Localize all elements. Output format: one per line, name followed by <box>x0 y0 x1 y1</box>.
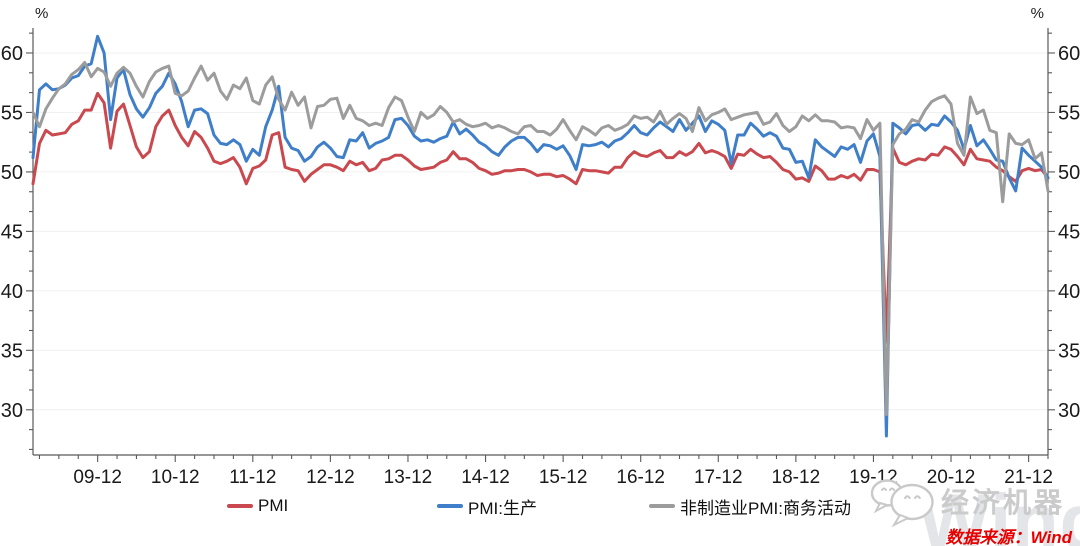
y-tick-label: 60 <box>1 43 23 65</box>
x-tick-label: 13-12 <box>384 467 433 488</box>
x-tick-label: 15-12 <box>539 467 588 488</box>
legend-item-pmi-production: PMI:生产 <box>437 495 537 518</box>
y-tick-label: 45 <box>1058 221 1080 243</box>
y-tick-label: 50 <box>1 162 23 184</box>
y-tick-label: 55 <box>1058 102 1080 124</box>
legend-swatch-pmi <box>227 504 253 508</box>
legend-label-non-mfg: 非制造业PMI:商务活动 <box>680 498 851 518</box>
x-tick-label: 14-12 <box>461 467 510 488</box>
y-tick-label: 40 <box>1058 281 1080 303</box>
y-tick-label: 35 <box>1 340 23 362</box>
x-tick-label: 09-12 <box>73 467 122 488</box>
y-tick-label: 60 <box>1058 43 1080 65</box>
x-tick-label: 12-12 <box>306 467 355 488</box>
y-tick-label: 55 <box>1 102 23 124</box>
y-tick-label: 45 <box>1 221 23 243</box>
y-axis-unit-right: % <box>1030 5 1044 22</box>
y-tick-label: 40 <box>1 281 23 303</box>
wechat-account-watermark: 经济机器 <box>941 487 1066 518</box>
x-tick-label: 11-12 <box>229 467 276 488</box>
legend-item-non-mfg: 非制造业PMI:商务活动 <box>649 495 851 518</box>
wechat-icon <box>870 479 934 528</box>
y-tick-label: 30 <box>1 400 23 422</box>
x-tick-label: 16-12 <box>616 467 665 488</box>
legend-label-pmi: PMI <box>258 496 289 515</box>
x-tick-label: 18-12 <box>772 467 821 488</box>
series-line-non-mfg-business-activity <box>31 61 1050 417</box>
x-tick-label: 20-12 <box>927 467 976 488</box>
series-line-pmi-production <box>31 34 1050 438</box>
y-axis-unit-left: % <box>35 5 49 22</box>
x-tick-label: 21-12 <box>1004 467 1053 488</box>
data-source-note: 数据来源：Wind <box>945 528 1072 546</box>
wind-watermark: Wind <box>918 479 1080 546</box>
legend-item-pmi: PMI <box>227 495 288 517</box>
y-tick-label: 35 <box>1058 340 1080 362</box>
legend-label-pmi-production: PMI:生产 <box>468 498 537 518</box>
legend-swatch-non-mfg <box>649 504 675 508</box>
y-tick-label: 50 <box>1058 162 1080 184</box>
legend-swatch-pmi-production <box>437 504 463 508</box>
chart-legend: PMI PMI:生产 非制造业PMI:商务活动 <box>0 495 1080 518</box>
x-tick-label: 17-12 <box>694 467 743 488</box>
y-tick-label: 30 <box>1058 400 1080 422</box>
x-tick-label: 10-12 <box>151 467 200 488</box>
